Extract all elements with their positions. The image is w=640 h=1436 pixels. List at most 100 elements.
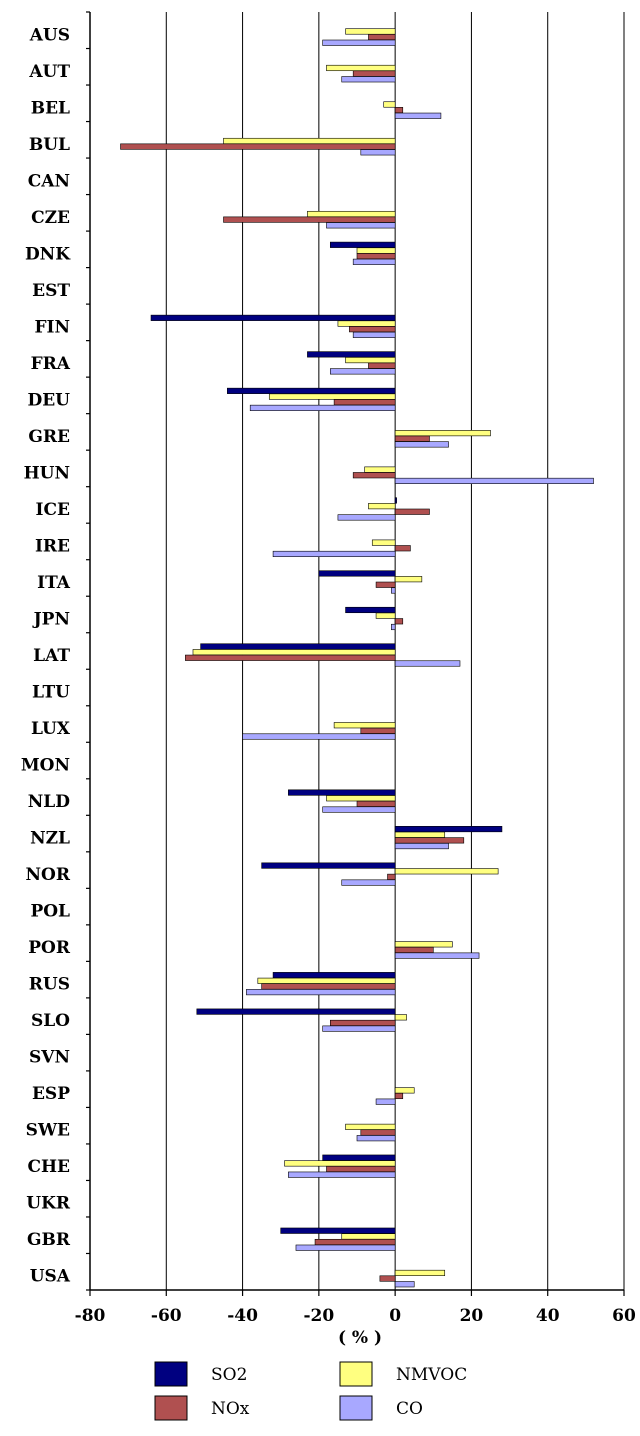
bar-lat-nox <box>185 654 396 661</box>
bar-rus-nmvoc <box>257 977 396 984</box>
bar-nld-co <box>322 806 396 813</box>
bar-por-nmvoc <box>394 941 453 948</box>
x-tick-label--60: -60 <box>151 1306 182 1326</box>
bar-aus-nox <box>368 34 396 41</box>
bar-por-co <box>394 952 480 959</box>
bar-ice-co <box>337 514 396 521</box>
bar-nor-nox <box>387 873 396 880</box>
bar-lux-nmvoc <box>333 722 396 729</box>
legend-swatch-nmvoc <box>339 1361 373 1387</box>
legend-swatch-nox <box>154 1395 188 1421</box>
category-label-fin: FIN <box>34 317 70 337</box>
bar-rus-co <box>246 989 396 996</box>
category-label-dnk: DNK <box>25 244 71 264</box>
category-label-lat: LAT <box>33 646 70 666</box>
bar-rus-nox <box>261 983 396 990</box>
bar-dnk-nox <box>356 253 396 260</box>
bar-che-co <box>288 1171 396 1178</box>
category-label-nld: NLD <box>28 792 70 812</box>
bar-ice-nox <box>394 508 430 515</box>
x-tick-label-0: 0 <box>389 1306 401 1326</box>
bar-esp-nox <box>394 1092 404 1100</box>
legend-label-so2: SO2 <box>211 1365 247 1385</box>
bar-gre-nox <box>394 435 430 442</box>
bar-aus-nmvoc <box>345 28 396 35</box>
category-label-cze: CZE <box>31 208 70 228</box>
bar-nor-nmvoc <box>394 868 499 875</box>
x-axis-title: ( % ) <box>338 1328 382 1348</box>
bar-cze-nox <box>223 216 396 223</box>
bar-hun-nmvoc <box>364 466 396 473</box>
bar-nld-so2 <box>288 789 396 796</box>
bar-nzl-nox <box>394 837 465 844</box>
bar-fin-nmvoc <box>337 320 396 327</box>
bar-nor-so2 <box>261 862 396 869</box>
bar-slo-nmvoc <box>394 1014 407 1021</box>
category-label-slo: SLO <box>31 1011 70 1031</box>
category-label-jpn: JPN <box>32 609 70 629</box>
category-label-esp: ESP <box>32 1084 70 1104</box>
bar-gre-nmvoc <box>394 430 491 437</box>
category-label-ire: IRE <box>35 536 70 556</box>
bar-deu-so2 <box>227 387 396 394</box>
legend-swatch-so2 <box>154 1361 188 1387</box>
x-tick-labels: -80 -60 -40 -20 0 20 40 60 <box>75 1306 636 1326</box>
legend: SO2 NMVOC NOx CO <box>154 1361 467 1421</box>
category-label-bel: BEL <box>31 98 70 118</box>
x-tick-label-40: 40 <box>536 1306 560 1326</box>
category-label-nor: NOR <box>26 865 71 885</box>
category-label-pol: POL <box>30 902 70 922</box>
bar-aut-nox <box>352 70 396 77</box>
bar-usa-nmvoc <box>394 1269 446 1276</box>
bar-por-nox <box>394 946 434 953</box>
legend-label-nox: NOx <box>211 1399 250 1419</box>
category-label-hun: HUN <box>24 463 70 483</box>
bar-deu-nox <box>333 399 396 406</box>
bar-cze-co <box>326 222 396 229</box>
bar-ire-co <box>272 550 396 558</box>
bar-lat-so2 <box>200 643 396 650</box>
category-label-usa: USA <box>30 1267 71 1287</box>
category-label-rus: RUS <box>29 975 70 995</box>
x-tick-label--40: -40 <box>227 1306 258 1326</box>
category-label-ltu: LTU <box>32 683 70 703</box>
bar-jpn-nox <box>394 618 404 625</box>
bar-aut-nmvoc <box>326 64 396 72</box>
bar-hun-nox <box>352 472 396 479</box>
bar-jpn-nmvoc <box>375 612 396 619</box>
category-label-fra: FRA <box>31 354 71 374</box>
bar-fin-nox <box>349 326 396 333</box>
category-label-por: POR <box>28 938 71 958</box>
bar-nzl-so2 <box>394 826 503 833</box>
bar-ire-nmvoc <box>371 539 396 546</box>
bar-deu-co <box>249 404 396 411</box>
bar-gbr-co <box>295 1244 396 1251</box>
bar-jpn-co <box>391 623 396 631</box>
bar-jpn-so2 <box>345 606 396 614</box>
bar-lat-nmvoc <box>192 649 396 656</box>
bars <box>120 28 594 1288</box>
bar-bul-nmvoc <box>223 137 396 145</box>
bar-lat-co <box>394 660 461 667</box>
bar-che-nmvoc <box>284 1160 396 1167</box>
bar-aut-co <box>341 76 396 83</box>
bar-cze-nmvoc <box>307 210 396 218</box>
bar-fra-nox <box>368 362 396 369</box>
category-label-nzl: NZL <box>30 829 70 849</box>
x-tick-label--20: -20 <box>303 1306 334 1326</box>
bar-slo-nox <box>329 1019 396 1026</box>
category-label-gre: GRE <box>28 427 70 447</box>
x-tick-label-60: 60 <box>612 1306 636 1326</box>
category-label-ukr: UKR <box>26 1194 71 1214</box>
bar-nzl-co <box>394 843 449 850</box>
category-label-mon: MON <box>21 756 70 776</box>
axes <box>86 11 625 1296</box>
bar-nld-nmvoc <box>326 795 396 802</box>
bar-fra-nmvoc <box>345 357 396 364</box>
bar-nld-nox <box>356 800 396 807</box>
bar-ice-so2 <box>394 497 397 504</box>
category-label-ice: ICE <box>36 500 70 520</box>
bar-gbr-nox <box>314 1238 396 1246</box>
category-label-lux: LUX <box>31 719 71 739</box>
